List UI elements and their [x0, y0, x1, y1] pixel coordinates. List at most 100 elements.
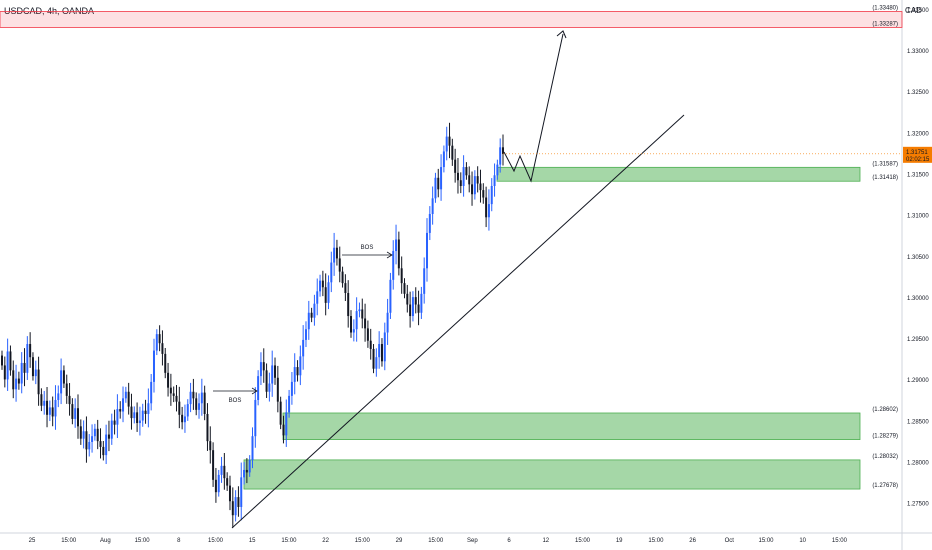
candle[interactable] [206, 413, 209, 442]
candle[interactable] [451, 145, 454, 160]
candle[interactable] [155, 334, 158, 351]
candle[interactable] [226, 478, 229, 486]
candle[interactable] [344, 283, 347, 293]
candle[interactable] [251, 436, 254, 461]
candle[interactable] [6, 351, 9, 380]
candle[interactable] [57, 393, 60, 400]
candle[interactable] [380, 344, 383, 362]
candle[interactable] [282, 424, 285, 436]
candle[interactable] [150, 381, 153, 404]
candle[interactable] [496, 164, 499, 176]
candle[interactable] [74, 408, 77, 419]
candle[interactable] [456, 172, 459, 181]
candle[interactable] [46, 400, 49, 415]
candle[interactable] [65, 383, 68, 396]
candle[interactable] [423, 268, 426, 294]
candle[interactable] [352, 329, 355, 333]
candle[interactable] [1, 355, 3, 366]
candle[interactable] [502, 147, 504, 154]
symbol-title[interactable]: USDCAD, 4h, OANDA [4, 6, 95, 16]
candle[interactable] [361, 309, 364, 319]
candle[interactable] [158, 334, 161, 344]
candle[interactable] [62, 370, 65, 384]
candle[interactable] [302, 339, 305, 357]
candle[interactable] [133, 412, 136, 419]
candle[interactable] [113, 420, 116, 425]
candle[interactable] [321, 280, 324, 288]
candle[interactable] [164, 353, 167, 373]
candle[interactable] [195, 398, 198, 410]
candle[interactable] [169, 387, 172, 394]
candle[interactable] [119, 409, 122, 412]
candle[interactable] [375, 357, 378, 369]
candle[interactable] [265, 370, 268, 392]
candle[interactable] [414, 297, 417, 305]
candle[interactable] [445, 136, 448, 152]
candle[interactable] [285, 412, 288, 436]
candle[interactable] [3, 365, 6, 380]
candle[interactable] [459, 180, 462, 187]
candle[interactable] [217, 474, 220, 493]
supply-zone[interactable] [0, 11, 903, 28]
candle[interactable] [288, 395, 291, 413]
candle[interactable] [43, 400, 46, 406]
candle[interactable] [234, 497, 237, 516]
candle[interactable] [465, 167, 468, 176]
demand-zone-upper[interactable] [496, 166, 861, 182]
candle[interactable] [462, 167, 465, 187]
candle[interactable] [330, 262, 333, 283]
candle[interactable] [20, 362, 23, 384]
candle[interactable] [228, 485, 231, 502]
candle[interactable] [96, 428, 99, 442]
candle[interactable] [313, 303, 316, 318]
candle[interactable] [116, 409, 119, 425]
candle[interactable] [347, 292, 350, 317]
candle[interactable] [88, 441, 91, 450]
candle[interactable] [338, 258, 341, 272]
candle[interactable] [319, 280, 322, 292]
candle[interactable] [262, 362, 265, 371]
candle[interactable] [12, 370, 15, 390]
candle[interactable] [107, 434, 110, 439]
candle[interactable] [102, 446, 105, 456]
candle[interactable] [271, 365, 274, 384]
candle[interactable] [420, 293, 423, 313]
candle[interactable] [437, 177, 440, 190]
candle[interactable] [293, 367, 296, 382]
candle[interactable] [40, 394, 43, 406]
candle[interactable] [417, 304, 420, 313]
candle[interactable] [186, 404, 189, 417]
candle[interactable] [411, 297, 414, 317]
current-price-badge[interactable] [903, 146, 932, 163]
candle[interactable] [440, 167, 443, 190]
candle[interactable] [259, 362, 262, 377]
candle[interactable] [333, 247, 336, 263]
candle[interactable] [124, 391, 127, 399]
candle[interactable] [493, 175, 496, 187]
candle[interactable] [490, 186, 493, 205]
candle[interactable] [358, 309, 361, 312]
candle[interactable] [93, 428, 96, 437]
candle[interactable] [175, 395, 178, 402]
candle[interactable] [31, 357, 34, 377]
candle[interactable] [476, 176, 479, 184]
candle[interactable] [434, 177, 437, 199]
candle[interactable] [324, 287, 327, 303]
candle[interactable] [54, 399, 57, 417]
candle[interactable] [136, 412, 139, 424]
candle[interactable] [304, 329, 307, 340]
candle[interactable] [152, 350, 155, 382]
candle[interactable] [327, 282, 330, 303]
candle[interactable] [26, 344, 29, 373]
candle[interactable] [60, 370, 63, 394]
candle[interactable] [240, 477, 243, 507]
candle[interactable] [364, 318, 367, 329]
candle[interactable] [105, 434, 108, 456]
candle[interactable] [499, 147, 502, 165]
candle[interactable] [409, 304, 412, 317]
candle[interactable] [257, 376, 260, 400]
candle[interactable] [395, 239, 398, 252]
candle[interactable] [386, 312, 389, 333]
candle[interactable] [147, 403, 150, 414]
candle[interactable] [220, 465, 223, 475]
